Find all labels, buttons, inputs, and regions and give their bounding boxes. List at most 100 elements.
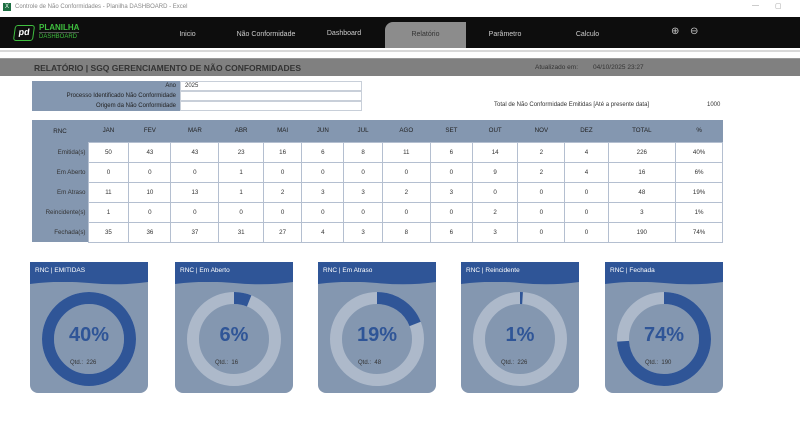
- table-cell: 0: [517, 221, 566, 243]
- section-header: RELATÓRIO | SGQ GERENCIAMENTO DE NÃO CON…: [0, 58, 800, 76]
- table-cell: 0: [170, 201, 220, 223]
- table-cell: 10: [128, 181, 172, 203]
- table-cell: 4: [564, 141, 609, 163]
- table-cell: 1: [218, 181, 264, 203]
- table-cell: 4: [301, 221, 345, 243]
- updated-label: Atualizado em:: [535, 64, 578, 71]
- card-wave: [175, 280, 293, 285]
- row-label: Em Atraso: [32, 182, 88, 202]
- column-header: FEV: [128, 120, 171, 142]
- table-cell: 0: [471, 181, 519, 203]
- card-qtd: Qtd.: 16: [215, 360, 238, 366]
- card-wave: [605, 280, 723, 285]
- filter-origem-field[interactable]: [180, 101, 362, 111]
- table-cell: 0: [564, 181, 609, 203]
- table-cell: 6: [429, 221, 473, 243]
- column-header: OUT: [472, 120, 518, 142]
- minimize-button[interactable]: —: [752, 2, 759, 9]
- table-cell: 3: [471, 221, 519, 243]
- nav-nao-conformidade[interactable]: Não Conformidade: [236, 31, 296, 38]
- table-cell: 11: [87, 181, 130, 203]
- row-label: Reincidente(s): [32, 202, 88, 222]
- card-title: RNC | Fechada: [605, 262, 723, 282]
- kpi-card: RNC | Reincidente 1% Qtd.: 226: [461, 262, 579, 393]
- card-qtd: Qtd.: 226: [501, 360, 527, 366]
- table-cell: 226: [607, 141, 677, 163]
- card-title: RNC | Em Atraso: [318, 262, 436, 282]
- table-cell: 3: [429, 181, 473, 203]
- card-percent: 19%: [356, 324, 398, 346]
- column-header: MAR: [170, 120, 219, 142]
- nav-calculo[interactable]: Calculo: [575, 31, 600, 38]
- qtd-value: 226: [517, 360, 528, 366]
- table-cell: 3: [301, 181, 345, 203]
- table-cell: 48: [607, 181, 677, 203]
- donut-chart: [330, 292, 424, 386]
- table-cell: 40%: [675, 141, 723, 163]
- nav-parametro[interactable]: Parâmetro: [488, 31, 522, 38]
- qtd-label: Qtd.:: [215, 360, 229, 366]
- filter-label-ano: Ano: [32, 81, 180, 91]
- table-cell: 43: [170, 141, 220, 163]
- donut-fill: [473, 292, 567, 386]
- table-cell: 2: [262, 181, 303, 203]
- table-row: Emitida(s) 50 43 43 23 16 6 8 11 6 14 2 4 226 40%: [32, 141, 723, 163]
- qtd-label: Qtd.:: [501, 360, 515, 366]
- table-cell: 14: [471, 141, 519, 163]
- table-cell: 0: [517, 181, 566, 203]
- qtd-value: 190: [661, 360, 672, 366]
- maximize-button[interactable]: ▢: [775, 3, 782, 10]
- column-header: MAI: [263, 120, 302, 142]
- table-cell: 1: [218, 161, 264, 183]
- table-cell: 50: [87, 141, 130, 163]
- table-cell: 190: [607, 221, 677, 243]
- filter-processo-field[interactable]: [180, 91, 362, 101]
- table-cell: 0: [218, 201, 264, 223]
- filter-ano-field[interactable]: 2025: [180, 81, 362, 91]
- qtd-label: Qtd.:: [645, 360, 659, 366]
- card-percent: 40%: [68, 324, 110, 346]
- donut-chart: [617, 292, 711, 386]
- column-header: SET: [430, 120, 473, 142]
- table-cell: 37: [170, 221, 220, 243]
- card-title: RNC | Em Aberto: [175, 262, 293, 282]
- nav-dashboard[interactable]: Dashboard: [326, 30, 362, 37]
- qtd-value: 48: [374, 360, 382, 366]
- card-title: RNC | EMITIDAS: [30, 262, 148, 282]
- zoom-in-icon[interactable]: ⊕: [671, 26, 680, 37]
- card-percent: 74%: [643, 324, 685, 346]
- table-cell: 0: [343, 201, 383, 223]
- donut-fill: [617, 292, 711, 386]
- table-cell: 2: [381, 181, 431, 203]
- table-cell: 0: [429, 161, 473, 183]
- table-cell: 0: [381, 161, 431, 183]
- nav-inicio[interactable]: Inicio: [179, 31, 196, 38]
- column-header: TOTAL: [608, 120, 676, 142]
- table-cell: 27: [262, 221, 303, 243]
- card-wave: [318, 280, 436, 285]
- table-cell: 3: [343, 181, 383, 203]
- table-cell: 0: [564, 221, 609, 243]
- filter-label-origem: Origem da Não Conformidade: [32, 101, 180, 111]
- zoom-out-icon[interactable]: ⊖: [690, 26, 699, 37]
- table-cell: 3: [343, 221, 383, 243]
- column-header: JAN: [88, 120, 129, 142]
- table-cell: 0: [87, 161, 130, 183]
- column-header: JUN: [301, 120, 344, 142]
- table-cell: 3: [607, 201, 677, 223]
- column-header: %: [675, 120, 723, 142]
- table-cell: 0: [564, 201, 609, 223]
- donut-chart: [42, 292, 136, 386]
- column-header: JUL: [343, 120, 383, 142]
- total-emitidas-label: Total de Não Conformidade Emitidas [Até …: [494, 102, 650, 108]
- table-cell: 0: [517, 201, 566, 223]
- nav-relatorio[interactable]: Relatório: [385, 22, 466, 48]
- logo-line2: DASHBOARD: [39, 32, 80, 41]
- table-cell: 0: [262, 161, 303, 183]
- table-cell: 8: [381, 221, 431, 243]
- row-label: Emitida(s): [32, 142, 88, 162]
- card-wave: [461, 280, 579, 285]
- donut-chart: [473, 292, 567, 386]
- table-cell: 2: [517, 161, 566, 183]
- donut-fill: [330, 292, 424, 386]
